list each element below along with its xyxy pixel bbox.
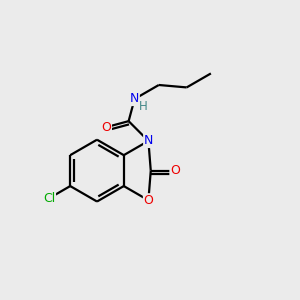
Text: O: O — [101, 121, 111, 134]
Text: O: O — [143, 194, 153, 207]
Text: O: O — [170, 164, 180, 177]
Text: N: N — [144, 134, 153, 147]
Text: H: H — [138, 100, 147, 113]
Text: N: N — [130, 92, 139, 106]
Text: Cl: Cl — [43, 192, 56, 205]
